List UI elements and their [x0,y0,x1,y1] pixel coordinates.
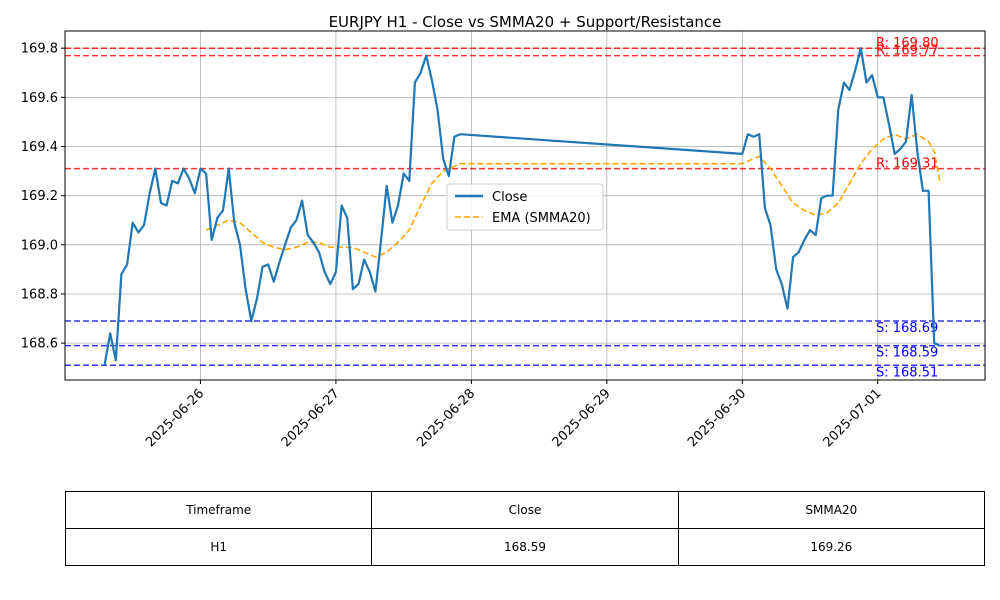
x-tick-label: 2025-06-26 [143,386,207,450]
x-tick-label: 2025-06-27 [279,386,343,450]
x-tick-label: 2025-07-01 [821,386,885,450]
resistance-label: R: 169.77 [876,44,939,59]
plot-frame [64,30,986,381]
y-tick-label: 168.6 [21,337,58,352]
resistance-label: R: 169.80 [876,36,939,51]
summary-table: Timeframe Close SMMA20 H1 168.59 169.26 [64,491,986,566]
support-label: S: 168.59 [876,346,938,361]
table-header-cell: Timeframe [64,491,373,529]
x-tick-label: 2025-06-28 [414,386,478,450]
series-layer [103,47,941,366]
chart-title: EURJPY H1 - Close vs SMMA20 + Support/Re… [329,13,722,31]
table-header-row: Timeframe Close SMMA20 [64,491,986,529]
legend: Close EMA (SMMA20) [446,183,604,231]
resistance-label: R: 169.31 [876,157,939,172]
y-tick-label: 169.4 [21,140,58,155]
legend-box [446,183,604,231]
grid-layer [65,31,985,380]
y-tick-label: 169.0 [21,238,58,253]
close-series-line [103,47,941,366]
axis-layer: 168.6 168.8 169.0 169.2 169.4 169.6 169.8 2025-… [21,42,885,451]
table-cell-timeframe: H1 [64,528,373,566]
legend-close-label: Close [492,190,527,205]
y-tick-label: 169.2 [21,189,58,204]
support-resistance-layer: R: 169.80R: 169.77 R: 169.31 S: 168.69 S: 1… [65,36,985,380]
x-tick-label: 2025-06-29 [550,386,614,450]
table-header-cell: SMMA20 [677,491,986,529]
table-cell-close: 168.59 [371,528,679,566]
table-cell-smma20: 169.26 [677,528,986,566]
table-row: H1 168.59 169.26 [64,528,986,566]
smma20-series-line [205,133,941,258]
y-tick-label: 168.8 [21,287,58,302]
y-tick-label: 169.8 [21,42,58,57]
legend-smma-label: EMA (SMMA20) [492,211,591,226]
x-tick-label: 2025-06-30 [685,386,749,450]
chart-figure: EURJPY H1 - Close vs SMMA20 + Support/Re… [21,13,986,451]
table-header-cell: Close [371,491,679,529]
support-label: S: 168.69 [876,321,938,336]
support-label: S: 168.51 [876,365,938,380]
y-tick-label: 169.6 [21,91,58,106]
